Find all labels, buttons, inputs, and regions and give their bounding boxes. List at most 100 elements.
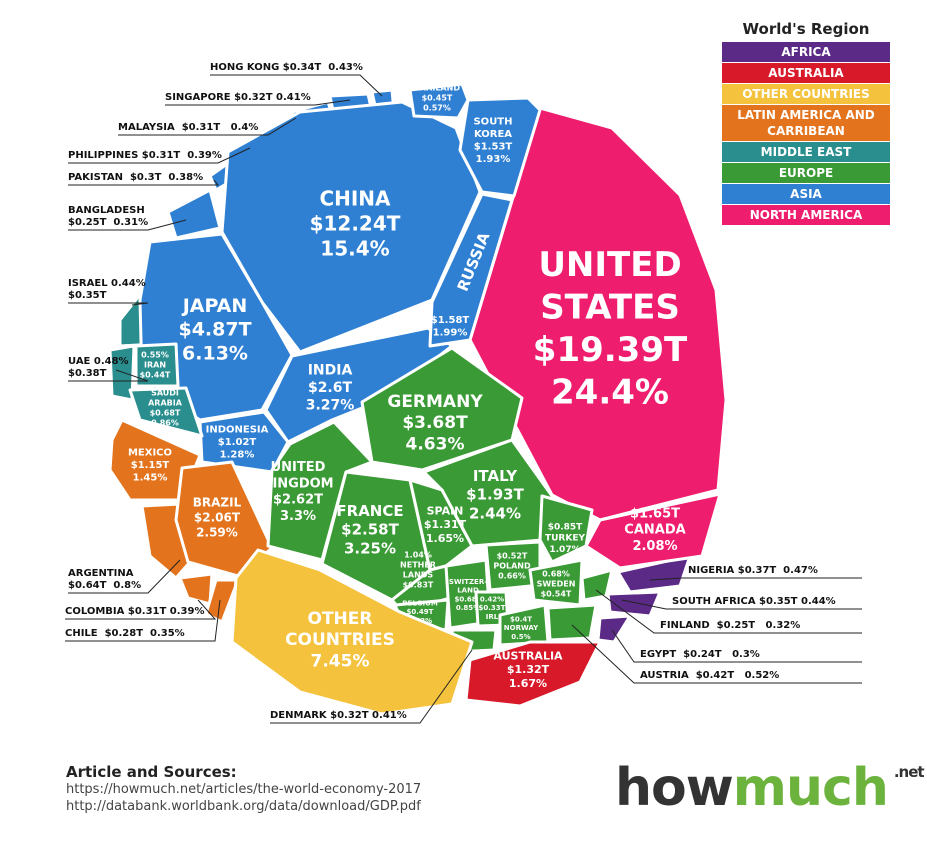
cell-label: TURKEY	[545, 534, 585, 544]
cell-label: 0.86%	[151, 419, 179, 428]
cell-label: $1.15T	[131, 460, 170, 471]
cell-label: MEXICO	[128, 448, 172, 459]
callout-line	[118, 117, 297, 136]
cell-label: JAPAN	[181, 295, 248, 317]
cell-label: $1.93T	[466, 486, 524, 504]
country-cell	[128, 386, 204, 438]
country-cell	[408, 82, 470, 120]
cell-label: NORWAY	[504, 624, 539, 632]
country-cell	[546, 603, 598, 642]
source-link[interactable]: http://databank.worldbank.org/data/downl…	[66, 799, 421, 814]
cell-label: 0.42%	[480, 595, 504, 603]
cell-label: COUNTRIES	[285, 630, 395, 650]
callout-line	[65, 599, 217, 620]
country-cell	[204, 578, 240, 624]
cell-label: $2.58T	[341, 521, 399, 539]
cell-label: $0.33T	[479, 604, 506, 612]
logo-suffix: .net	[893, 763, 925, 781]
cell-label: $0.52T	[497, 552, 528, 561]
cell-label: 6.13%	[182, 342, 248, 364]
callout-line	[68, 219, 187, 231]
cell-label: 2.59%	[196, 526, 238, 540]
callout-label: SOUTH AFRICA $0.35T 0.44%	[672, 596, 836, 607]
cell-label: IRAN	[144, 361, 166, 370]
cell-label: $19.39T	[533, 330, 688, 370]
cell-label: LAND	[457, 587, 479, 595]
callout-label: HONG KONG $0.34T 0.43%	[210, 62, 363, 73]
cell-label: $2.06T	[194, 511, 241, 525]
callout-label: DENMARK $0.32T 0.41%	[270, 710, 407, 721]
callout-line	[270, 649, 473, 724]
cell-label: $1.02T	[218, 437, 257, 448]
cell-label: ITALY	[473, 467, 518, 485]
cell-label: CANADA	[624, 523, 685, 538]
callout-label: $0.38T	[68, 368, 107, 379]
cell-label: 0.68%	[542, 570, 570, 579]
cell-label: $0.85T	[548, 522, 583, 532]
callout-label: PAKISTAN $0.3T 0.38%	[68, 172, 203, 183]
cell-label: 7.45%	[311, 651, 370, 671]
country-cell	[166, 188, 222, 240]
callout-label: MALAYSIA $0.31T 0.4%	[118, 122, 258, 133]
callout-label: PHILIPPINES $0.31T 0.39%	[68, 150, 222, 161]
cell-label: 3.3%	[280, 509, 316, 524]
country-cell	[178, 572, 214, 606]
cell-label: 1.67%	[509, 677, 547, 690]
cell-label: INDONESIA	[206, 425, 269, 436]
cell-label: $0.44T	[140, 371, 171, 380]
cell-label: 1.04%	[404, 551, 432, 560]
cell-label: SOUTH	[473, 116, 512, 127]
cell-label: $0.68T	[150, 409, 181, 418]
country-cell	[266, 420, 374, 562]
cell-label: $4.87T	[178, 319, 251, 341]
country-cell	[584, 492, 722, 570]
legend-item: ASIA	[722, 184, 890, 204]
callout-label: SINGAPORE $0.32T 0.41%	[165, 92, 311, 103]
cell-label: $3.68T	[402, 413, 468, 433]
cell-label: FRANCE	[336, 502, 403, 520]
cell-label: $1.58T	[431, 315, 470, 326]
source-link[interactable]: https://howmuch.net/articles/the-world-e…	[66, 782, 422, 797]
cell-label: BRAZIL	[193, 496, 242, 510]
country-cell	[464, 640, 602, 708]
cell-label: 1.99%	[433, 328, 468, 339]
callout-line	[165, 99, 351, 106]
legend-item: NORTH AMERICA	[722, 205, 890, 225]
legend-title: World's Region	[742, 20, 870, 38]
legend-item: LATIN AMERICA AND CARRIBEAN	[722, 105, 890, 141]
callout-label: ARGENTINA	[68, 568, 134, 579]
country-cell	[408, 478, 474, 572]
cell-label: 1.07%	[549, 545, 580, 555]
cell-label: NETHER	[400, 561, 436, 570]
legend-item: OTHER COUNTRIES	[722, 84, 890, 104]
callout-label: EGYPT $0.24T 0.3%	[640, 649, 760, 660]
callout-line	[68, 147, 251, 164]
callout-line	[68, 179, 220, 186]
callout-label: AUSTRIA $0.42T 0.52%	[640, 670, 779, 681]
cell-label: SWEDEN	[537, 580, 576, 589]
cell-label: BELGIUM	[402, 599, 438, 607]
callout-label: NIGERIA $0.37T 0.47%	[688, 565, 818, 576]
callout-label: UAE 0.48%	[68, 356, 129, 367]
cell-label: UNITED	[538, 245, 681, 285]
cell-label: OTHER	[308, 609, 373, 629]
cell-label: 15.4%	[320, 237, 389, 261]
cell-label: 2.44%	[469, 504, 521, 522]
cell-label: 0.57%	[423, 104, 451, 113]
legend-item: EUROPE	[722, 163, 890, 183]
cell-label: 2.08%	[632, 539, 677, 554]
cell-label: LANDS	[403, 571, 434, 580]
cell-label: 3.25%	[344, 539, 396, 557]
legend: World's Region AFRICA AUSTRALIA OTHER COUN…	[722, 20, 890, 226]
callout-label: BANGLADESH	[68, 205, 145, 216]
cell-label: ARABIA	[148, 399, 183, 408]
callout-label: ISRAEL 0.44%	[68, 278, 146, 289]
country-cell	[230, 548, 474, 716]
cell-label: THAILAND	[414, 84, 460, 93]
country-cell	[458, 96, 542, 198]
cell-label: 0.66%	[498, 572, 526, 581]
country-cell	[538, 494, 594, 564]
callout-line	[621, 599, 862, 610]
cell-label: 1.93%	[476, 154, 511, 165]
